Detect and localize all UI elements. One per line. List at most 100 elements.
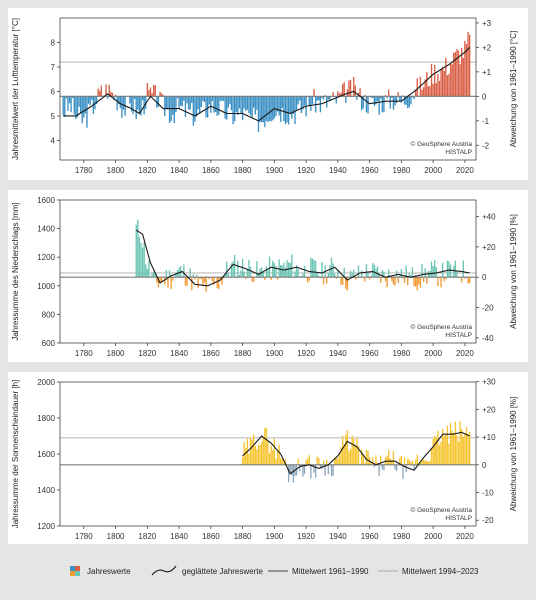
bar-1908 [286, 260, 288, 278]
bar-1862 [213, 277, 215, 285]
x-tick-label: 1900 [265, 349, 283, 358]
bar-2001 [434, 65, 436, 97]
bar-1923 [310, 96, 312, 112]
copyright-annotation: © GeoSphere Austria [410, 323, 472, 331]
bar-1906 [283, 96, 285, 122]
bar-1891 [259, 96, 261, 123]
bar-1951 [354, 85, 357, 97]
bar-1769 [65, 96, 68, 99]
bar-1845 [186, 96, 188, 104]
bar-1933 [326, 459, 328, 465]
y2-tick-label: +20 [482, 405, 496, 414]
bar-1880 [241, 457, 244, 465]
bar-1974 [391, 459, 393, 465]
bar-1804 [121, 96, 123, 118]
x-tick-label: 1980 [392, 166, 410, 175]
bar-1859 [208, 277, 210, 280]
bar-1971 [386, 96, 388, 99]
bar-1952 [356, 277, 358, 279]
bar-2006 [441, 429, 444, 465]
bar-1896 [267, 270, 269, 278]
bar-1933 [326, 277, 328, 284]
bar-1856 [203, 96, 206, 103]
bar-1789 [97, 88, 99, 97]
bar-1832 [165, 270, 168, 278]
bar-1782 [86, 96, 88, 128]
y2-tick-label: +30 [482, 378, 496, 387]
bar-1970 [384, 277, 387, 282]
bar-1887 [253, 96, 255, 108]
bar-1932 [324, 464, 326, 476]
copyright-annotation: HISTALP [445, 515, 472, 522]
bar-1979 [399, 274, 401, 278]
bar-1972 [387, 450, 390, 465]
bar-1854 [200, 277, 202, 279]
bar-1884 [248, 96, 250, 113]
bar-2019 [462, 260, 464, 278]
bar-1998 [429, 86, 431, 97]
bar-1980 [400, 268, 403, 278]
bar-1886 [251, 277, 253, 282]
bar-1919 [303, 265, 306, 278]
bar-1987 [411, 460, 414, 465]
bar-1966 [378, 96, 380, 115]
bar-1971 [386, 455, 388, 465]
bar-1901 [275, 266, 277, 278]
bar-1847 [189, 96, 191, 110]
bar-1894 [264, 428, 266, 465]
bar-1928 [318, 275, 320, 278]
bar-1885 [249, 266, 252, 278]
bar-1979 [399, 96, 401, 102]
bar-1908 [286, 96, 288, 123]
bar-1904 [280, 458, 282, 465]
bar-1784 [89, 96, 91, 106]
bar-1850 [194, 277, 196, 280]
y2-tick-label: -2 [482, 141, 490, 150]
bar-1955 [361, 449, 363, 465]
bar-2015 [456, 434, 458, 465]
bar-1968 [381, 96, 383, 113]
bar-1829 [160, 277, 163, 282]
x-tick-label: 1820 [138, 166, 156, 175]
bar-1990 [416, 454, 418, 465]
bar-1934 [327, 464, 330, 475]
bar-1917 [300, 96, 303, 114]
bar-1844 [184, 277, 187, 286]
bar-1898 [270, 96, 272, 122]
bar-1847 [189, 268, 191, 278]
bar-1770 [67, 96, 69, 111]
bar-1942 [340, 92, 342, 97]
bar-1952 [356, 438, 358, 465]
bar-1987 [411, 96, 414, 98]
bar-1990 [416, 277, 418, 291]
bar-2006 [441, 66, 444, 97]
bar-1818 [143, 241, 145, 278]
bar-2011 [449, 423, 452, 465]
y-tick-label: 4 [51, 136, 56, 145]
bar-1961 [370, 96, 372, 98]
bar-1767 [62, 96, 64, 116]
y-tick-label: 600 [42, 339, 56, 348]
bar-1885 [249, 437, 252, 465]
bar-1813 [135, 96, 137, 120]
y2-tick-label: +1 [482, 68, 492, 77]
bar-1968 [381, 269, 383, 278]
bar-1950 [353, 269, 355, 278]
smoothed-line [63, 47, 471, 122]
bar-1833 [167, 277, 169, 288]
x-tick-label: 1940 [329, 166, 347, 175]
bar-1899 [272, 450, 274, 465]
bar-1937 [332, 464, 334, 476]
bar-1953 [357, 265, 360, 278]
bar-1889 [256, 449, 258, 465]
bar-1910 [289, 96, 291, 113]
bar-1974 [391, 277, 393, 282]
bar-1833 [167, 96, 169, 110]
bar-1895 [265, 427, 268, 465]
bar-1810 [130, 96, 133, 112]
bar-1834 [168, 96, 171, 123]
x-tick-label: 1920 [297, 349, 315, 358]
bar-1768 [64, 96, 66, 117]
bar-1886 [251, 439, 253, 465]
